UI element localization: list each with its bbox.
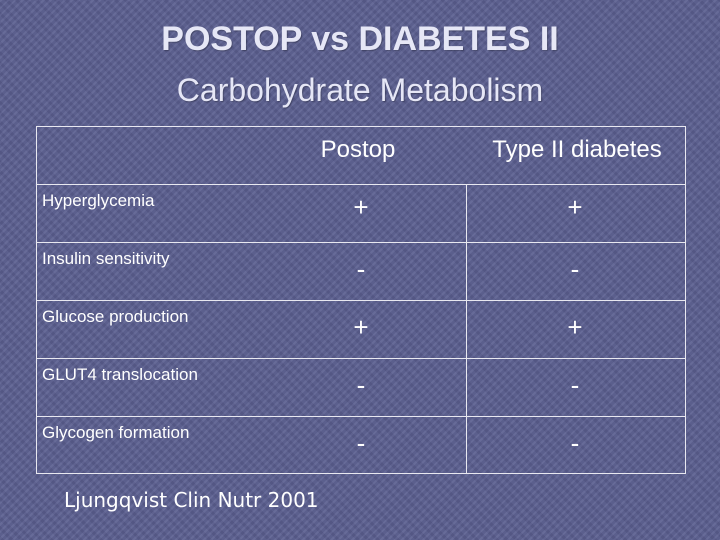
table-divider-col1 — [466, 184, 467, 474]
table-header-type2-diabetes: Type II diabetes — [492, 136, 662, 163]
table-cell-diabetes: + — [567, 311, 583, 342]
comparison-table: Postop Type II diabetes Hyperglycemia + … — [36, 126, 686, 474]
table-row-label: Hyperglycemia — [42, 191, 155, 210]
table-border-top — [36, 126, 686, 127]
citation: Ljungqvist Clin Nutr 2001 — [64, 488, 319, 512]
table-row-label: GLUT4 translocation — [42, 365, 198, 384]
table-row-divider — [36, 184, 686, 185]
table-row-divider — [36, 300, 686, 301]
table-row-label: Glucose production — [42, 307, 189, 326]
slide-title: POSTOP vs DIABETES II — [161, 20, 559, 58]
table-cell-diabetes: - — [570, 369, 580, 400]
table-row-divider — [36, 242, 686, 243]
slide-subtitle: Carbohydrate Metabolism — [176, 72, 544, 108]
table-cell-diabetes: - — [570, 427, 580, 458]
table-row-divider — [36, 358, 686, 359]
table-row-label: Insulin sensitivity — [42, 249, 170, 268]
table-cell-postop: - — [356, 369, 366, 400]
table-row-divider — [36, 416, 686, 417]
table-cell-postop: - — [356, 253, 366, 284]
table-cell-postop: + — [353, 191, 369, 222]
table-cell-postop: + — [353, 311, 369, 342]
table-cell-diabetes: + — [567, 191, 583, 222]
table-cell-postop: - — [356, 427, 366, 458]
table-border-bottom — [36, 473, 686, 474]
table-cell-diabetes: - — [570, 253, 580, 284]
table-header-postop: Postop — [320, 136, 396, 163]
table-row-label: Glycogen formation — [42, 423, 190, 442]
